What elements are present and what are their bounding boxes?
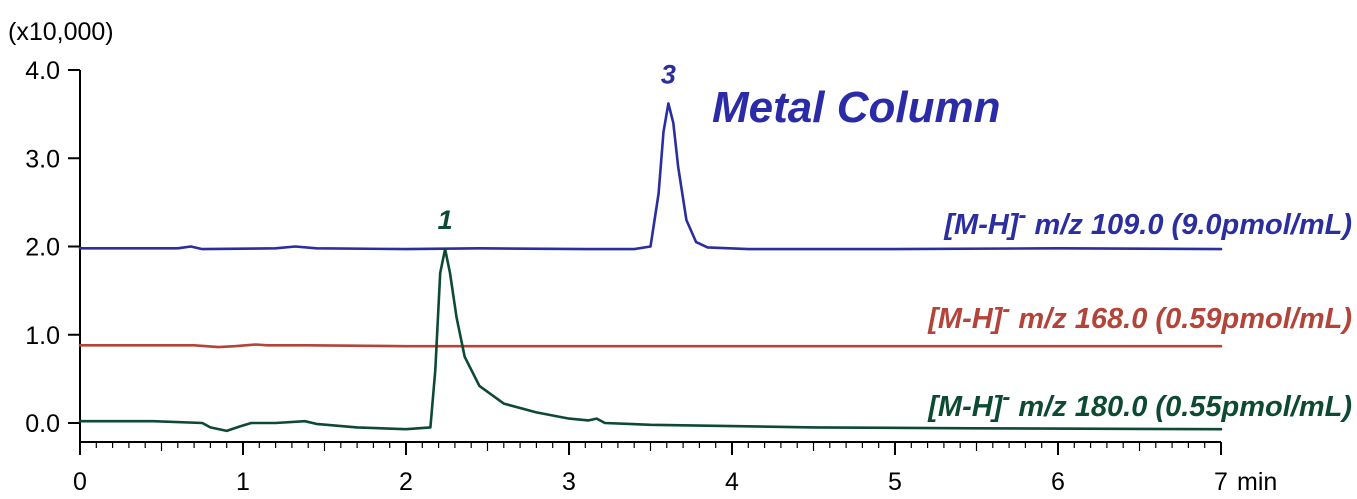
x-tick-label: 0: [73, 468, 87, 496]
trace-label-rest: m/z 168.0 (0.59pmol/mL): [1010, 303, 1352, 335]
y-tick-label: 0.0: [25, 410, 60, 438]
peak-labels: 31: [438, 60, 676, 236]
trace-label-superscript: -: [1018, 202, 1026, 229]
x-tick-label: 1: [236, 468, 250, 496]
x-tick-label: 3: [562, 468, 576, 496]
trace-label-superscript: -: [1002, 384, 1010, 411]
axes: [79, 70, 1221, 443]
trace-label-rest: m/z 109.0 (9.0pmol/mL): [1026, 209, 1352, 241]
y-tick-label: 1.0: [25, 322, 60, 350]
peak-label-2: 1: [438, 205, 453, 235]
x-tick-label: 4: [725, 468, 739, 496]
trace-line-2: [78, 247, 1223, 433]
y-tick-label: 3.0: [25, 145, 60, 173]
trace-label-0: [M-H]- m/z 109.0 (9.0pmol/mL): [943, 202, 1352, 241]
trace-line-0: [78, 102, 1223, 251]
trace-label-main: [M-H]: [927, 303, 1003, 335]
chart-title: Metal Column: [712, 83, 1000, 132]
y-tick-label: 2.0: [25, 234, 60, 262]
x-ticks: 0 1 2 3 4 5 6 7: [73, 442, 1228, 496]
trace-label-superscript: -: [1002, 296, 1010, 323]
x-tick-label: 6: [1051, 468, 1065, 496]
y-scale-label: (x10,000): [8, 18, 114, 46]
trace-label-main: [M-H]: [943, 209, 1019, 241]
trace-label-main: [M-H]: [927, 391, 1003, 423]
y-tick-label: 4.0: [25, 57, 60, 85]
x-tick-label: 2: [399, 468, 413, 496]
x-unit-label: min: [1237, 468, 1277, 496]
trace-label-1: [M-H]- m/z 168.0 (0.59pmol/mL): [927, 296, 1352, 335]
x-tick-label: 7: [1214, 468, 1228, 496]
y-ticks: 0.0 1.0 2.0 3.0 4.0: [25, 57, 80, 438]
trace-label-2: [M-H]- m/z 180.0 (0.55pmol/mL): [927, 384, 1352, 423]
peak-label-0: 3: [661, 60, 676, 90]
traces: [78, 102, 1223, 433]
trace-line-1: [78, 343, 1223, 349]
trace-labels: [M-H]- m/z 109.0 (9.0pmol/mL)[M-H]- m/z …: [927, 202, 1352, 423]
x-tick-label: 5: [888, 468, 902, 496]
trace-label-rest: m/z 180.0 (0.55pmol/mL): [1010, 391, 1352, 423]
